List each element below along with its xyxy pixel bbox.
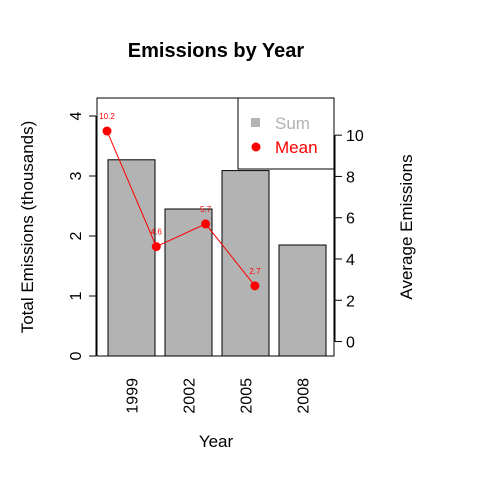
right-tick-label-10: 10 [346,128,364,145]
bars-group [107,159,327,357]
right-tick-label-6: 6 [346,211,355,228]
left-y-axis-label: Total Emissions (thousands) [18,121,37,334]
x-tick-label-1999: 1999 [125,378,142,414]
x-tick-label-2008: 2008 [296,378,313,414]
right-tick-label-2: 2 [346,293,355,310]
legend: Sum Mean [237,97,335,170]
bar-2002 [164,208,213,357]
mean-point-1999 [102,126,112,136]
left-tick-label-0: 0 [68,351,85,360]
chart-title: Emissions by Year [128,40,305,62]
legend-sum-swatch [251,118,260,127]
left-tick-label-1: 1 [68,291,85,300]
legend-sum-label: Sum [275,114,310,133]
legend-mean-label: Mean [275,138,318,157]
mean-label-2002: 4.6 [151,228,163,237]
right-tick-label-8: 8 [346,169,355,186]
plot-frame [96,97,335,357]
x-tick-label-2002: 2002 [182,378,199,414]
mean-line-group: 10.2 4.6 5.7 2.7 [99,112,261,291]
x-axis-label: Year [199,432,234,451]
left-y-axis: 0 1 2 3 4 [68,111,97,360]
mean-label-1999: 10.2 [99,112,115,121]
mean-point-2008 [250,281,260,291]
left-tick-label-4: 4 [68,111,85,120]
bar-1999 [107,159,156,357]
left-tick-label-2: 2 [68,231,85,240]
bar-2008 [278,244,327,357]
x-tick-label-2005: 2005 [239,378,256,414]
left-tick-label-3: 3 [68,171,85,180]
right-tick-label-0: 0 [346,335,355,352]
legend-mean-swatch [251,142,261,152]
legend-box [237,97,335,170]
mean-point-2002 [151,242,161,252]
right-tick-label-4: 4 [346,252,355,269]
right-y-axis-label: Average Emissions [397,154,416,299]
right-y-axis: 0 2 4 6 8 10 [334,128,364,352]
mean-label-2005: 5.7 [200,205,212,214]
x-axis-tick-labels: 1999 2002 2005 2008 [125,378,313,414]
mean-label-2008: 2.7 [249,267,261,276]
bar-2005 [221,170,270,357]
mean-point-2005 [201,219,211,229]
mean-line [106,130,256,287]
